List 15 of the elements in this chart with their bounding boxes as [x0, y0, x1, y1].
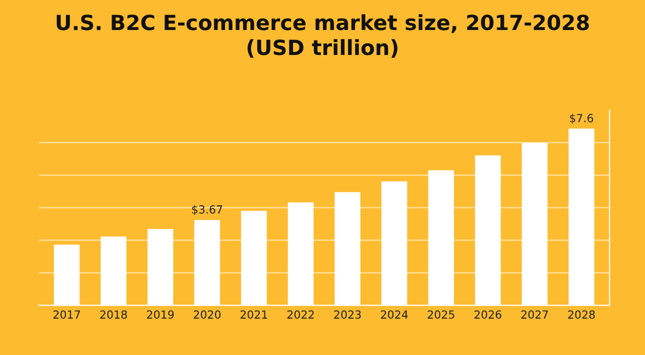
x-tick-label: 2017: [53, 310, 80, 319]
x-tick-label: 2028: [568, 310, 595, 319]
x-tick-label: 2026: [474, 310, 502, 319]
data-label: $3.67: [192, 205, 222, 216]
x-tick-label: 2027: [521, 310, 548, 319]
x-tick-label: 2021: [240, 310, 268, 319]
x-tick-label: 2019: [147, 310, 174, 319]
x-tick-label: 2020: [194, 310, 221, 319]
data-label: $7.6: [570, 114, 594, 124]
chart-title: U.S. B2C E-commerce market size, 2017-2028 (USD trillion): [56, 14, 589, 58]
x-tick-label: 2024: [380, 310, 408, 319]
x-tick-label: 2025: [428, 310, 454, 319]
x-tick-label: 2018: [100, 310, 127, 319]
x-tick-label: 2023: [334, 310, 361, 319]
x-tick-label: 2022: [287, 310, 314, 319]
